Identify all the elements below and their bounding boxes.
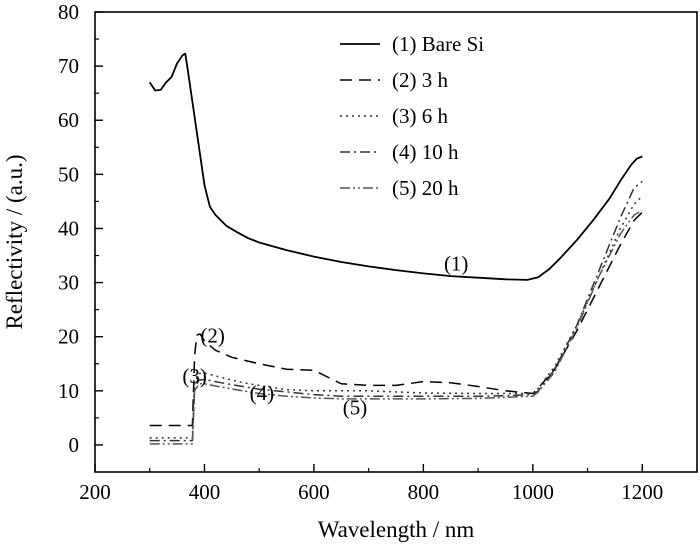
- y-tick-label: 80: [58, 0, 79, 24]
- plot-frame: [94, 11, 698, 473]
- annotation-4: (4): [250, 381, 275, 405]
- y-tick-label: 50: [58, 162, 79, 186]
- x-tick-label: 800: [408, 480, 440, 504]
- annotation-2: (2): [200, 324, 225, 348]
- x-tick-label: 1200: [621, 480, 663, 504]
- y-tick-label: 20: [58, 325, 79, 349]
- legend-label-4: (4) 10 h: [392, 140, 459, 164]
- annotation-3: (3): [182, 364, 207, 388]
- x-axis-label: Wavelength / nm: [318, 517, 475, 542]
- series-layer: [148, 52, 643, 445]
- legend-label-3: (3) 6 h: [392, 104, 448, 128]
- annotation-5: (5): [343, 396, 368, 420]
- y-tick-label: 0: [69, 433, 80, 457]
- series-line-3: [149, 195, 643, 439]
- x-tick-label: 600: [298, 480, 330, 504]
- y-tick-label: 70: [58, 54, 79, 78]
- series-line-1: [148, 52, 643, 281]
- legend-label-2: (2) 3 h: [392, 68, 448, 92]
- y-tick-label: 60: [58, 108, 79, 132]
- x-tick-label: 1000: [512, 480, 554, 504]
- x-tick-label: 400: [189, 480, 221, 504]
- legend-label-5: (5) 20 h: [392, 176, 459, 200]
- legend: (1) Bare Si (2) 3 h (3) 6 h (4) 10 h (5) 20 …: [340, 32, 484, 200]
- annotation-1: (1): [444, 252, 469, 276]
- y-axis-label: Reflectivity / (a.u.): [2, 155, 27, 330]
- annotations: (1) (2) (3) (4) (5): [182, 252, 468, 420]
- y-tick-label: 30: [58, 271, 79, 295]
- x-tick-label: 200: [79, 480, 111, 504]
- series-line-4: [149, 180, 643, 442]
- y-tick-label: 10: [58, 379, 79, 403]
- series-line-2: [149, 211, 643, 427]
- plot-area: 200 400 600 800 1000 1200 0 10 20 30 40 50 60 70 80: [58, 0, 698, 504]
- legend-label-1: (1) Bare Si: [392, 32, 484, 56]
- y-tick-label: 40: [58, 216, 79, 240]
